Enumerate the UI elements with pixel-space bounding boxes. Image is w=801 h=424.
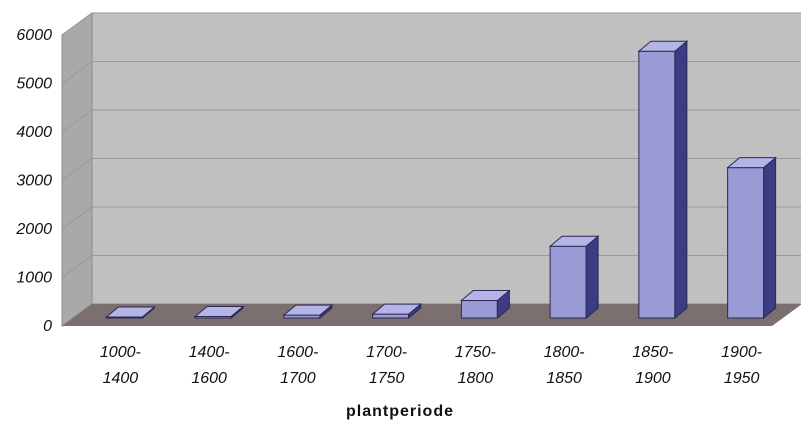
bar-side [585, 235, 599, 320]
bar-top [193, 306, 245, 318]
x-tick-label: 1900- [721, 344, 762, 361]
bar-side [674, 40, 688, 320]
bar [548, 235, 600, 320]
x-tick-label: 1800 [458, 370, 494, 387]
bars [104, 40, 778, 320]
x-axis-ticks: 1000- 1400 1400- 1600 1600- 1700 1700- 1750 1750… [100, 344, 762, 387]
bar-top [637, 40, 689, 52]
x-tick-label: 1800- [544, 344, 585, 361]
bar-top [282, 304, 334, 316]
y-tick-label: 5000 [16, 76, 52, 93]
y-tick-label: 6000 [16, 27, 52, 44]
bar-top [371, 303, 423, 315]
x-tick-label: 1400- [189, 344, 230, 361]
bar [104, 305, 156, 320]
x-tick-label: 1900 [635, 370, 671, 387]
bar [371, 303, 423, 320]
gridlines [61, 12, 801, 278]
gridline [61, 61, 801, 84]
gridline [61, 109, 801, 133]
bar-front [372, 313, 410, 319]
x-axis-label: plantperiode [346, 403, 454, 420]
x-tick-label: 1850 [546, 370, 582, 387]
x-tick-label: 1750 [369, 370, 405, 387]
x-tick-label: 1950 [724, 370, 760, 387]
y-tick-label: 4000 [16, 124, 52, 141]
x-tick-label: 1700 [280, 370, 316, 387]
chart-floor [62, 304, 801, 326]
gridline [61, 158, 801, 181]
bar [459, 289, 511, 320]
gridline [61, 206, 801, 230]
bar-top [548, 235, 600, 247]
bar [193, 305, 245, 320]
bar-front [638, 50, 676, 319]
bar [282, 304, 334, 320]
x-tick-label: 1700- [366, 344, 407, 361]
bar-top [726, 157, 778, 169]
y-tick-label: 1000 [16, 270, 52, 287]
x-tick-label: 1850- [632, 344, 673, 361]
bar-top [459, 290, 511, 302]
x-tick-label: 1400 [103, 370, 139, 387]
y-tick-label: 2000 [15, 221, 52, 238]
bar-side [763, 156, 777, 320]
x-tick-label: 1750- [455, 344, 496, 361]
y-axis-ticks: 0 1000 2000 3000 4000 5000 6000 [15, 27, 52, 335]
x-tick-label: 1600 [191, 370, 227, 387]
x-tick-label: 1000- [100, 344, 141, 361]
bar-front [460, 300, 498, 319]
y-tick-label: 0 [43, 318, 52, 335]
bar-front [549, 245, 587, 319]
x-tick-label: 1600- [277, 344, 318, 361]
bar-front [727, 167, 765, 319]
bar [726, 156, 778, 320]
gridline [61, 12, 801, 36]
y-tick-label: 3000 [16, 173, 52, 190]
bar-top [104, 306, 156, 318]
bar [637, 40, 689, 320]
